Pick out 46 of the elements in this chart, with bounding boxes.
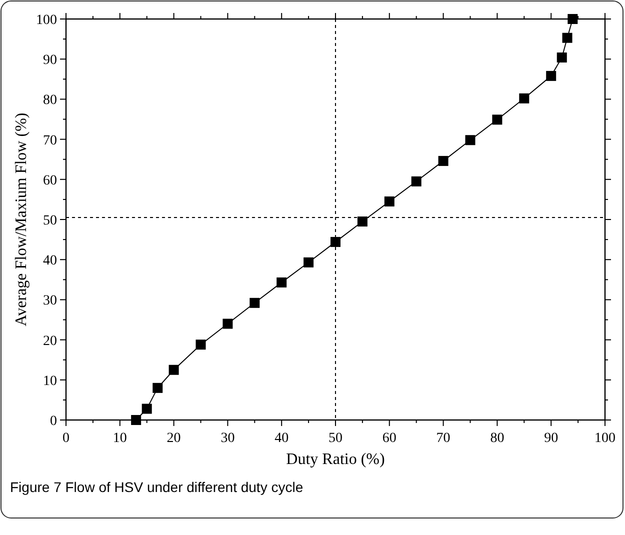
point (250, 298, 260, 308)
point (438, 156, 448, 166)
point (330, 236, 340, 247)
point (357, 216, 368, 227)
y-tick-label: 40 (43, 254, 57, 269)
y-tick-label: 10 (43, 374, 57, 389)
x-tick-label: 20 (166, 431, 181, 446)
y-axis-title: Average Flow/Maxium Flow (%) (13, 112, 30, 326)
x-tick-label: 70 (436, 431, 450, 446)
y-tick-label: 60 (43, 173, 57, 188)
point (492, 114, 502, 125)
y-tick-label: 50 (43, 214, 57, 228)
point (411, 176, 422, 186)
x-tick-label: 50 (328, 431, 342, 446)
x-tick-label: 80 (490, 431, 504, 446)
y-tick-label: 90 (43, 53, 57, 68)
x-tick-label: 0 (62, 431, 70, 446)
point (196, 340, 206, 350)
point (568, 14, 578, 24)
point (168, 364, 179, 375)
x-tick-label: 60 (382, 431, 396, 446)
y-tick-label: 100 (36, 13, 57, 28)
point (556, 52, 567, 62)
y-tick-label: 80 (43, 93, 57, 108)
point (276, 277, 287, 288)
point (142, 404, 152, 414)
point (562, 32, 572, 43)
point (152, 382, 163, 393)
x-tick-label: 90 (544, 431, 558, 446)
x-tick-label: 10 (112, 431, 127, 446)
y-tick-label: 20 (43, 334, 57, 349)
y-tick-label: 30 (43, 294, 57, 309)
point (465, 135, 476, 146)
point (546, 70, 556, 81)
point (519, 93, 530, 104)
y-tick-label: 70 (43, 133, 57, 148)
point (222, 318, 233, 329)
x-tick-label: 100 (594, 431, 616, 446)
point (384, 196, 394, 206)
point (304, 257, 314, 268)
x-tick-label: 40 (274, 431, 289, 446)
x-axis-title: Duty Ratio (%) (286, 451, 385, 468)
y-tick-label: 0 (50, 414, 57, 429)
point (131, 415, 142, 425)
caption: Figure 7 Flow of HSV under different duty cycle (10, 479, 304, 495)
x-tick-label: 30 (220, 431, 235, 446)
